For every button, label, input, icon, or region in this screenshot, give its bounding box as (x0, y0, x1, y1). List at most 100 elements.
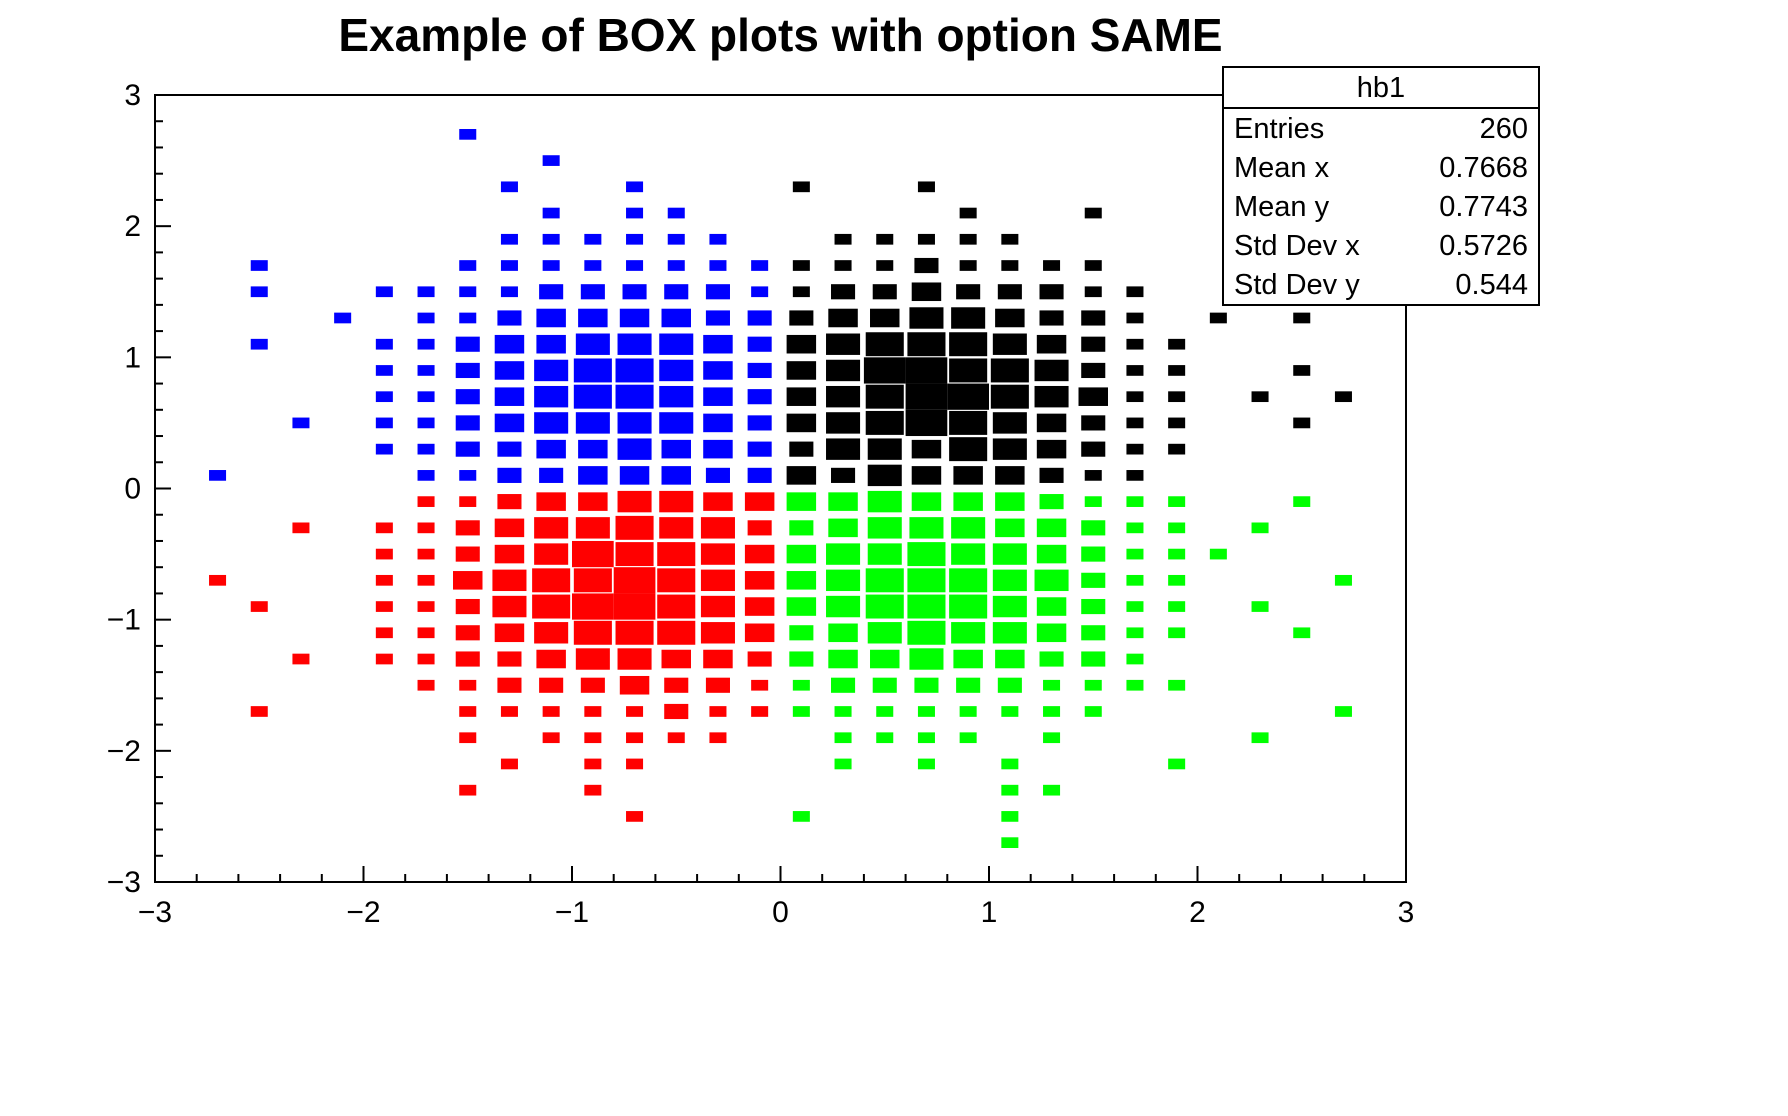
histogram-box (909, 517, 944, 539)
histogram-box (1126, 522, 1144, 534)
histogram-box (615, 542, 654, 567)
histogram-box (792, 811, 810, 822)
histogram-box (622, 284, 647, 300)
histogram-box (1001, 811, 1019, 822)
histogram-box (1168, 391, 1186, 403)
histogram-box (828, 492, 858, 511)
histogram-box (747, 362, 772, 379)
histogram-box (786, 492, 817, 511)
histogram-box (575, 333, 610, 355)
histogram-box (657, 620, 696, 645)
histogram-box (573, 568, 612, 593)
histogram-box (1293, 365, 1311, 376)
histogram-box (909, 648, 944, 670)
histogram-box (536, 492, 566, 511)
histogram-box (459, 679, 477, 691)
histogram-box (417, 679, 435, 691)
histogram-box (1036, 518, 1067, 538)
histogram-box (747, 310, 772, 326)
histogram-box (1168, 443, 1186, 455)
histogram-box (949, 594, 988, 619)
histogram-box (865, 332, 904, 357)
histogram-box (865, 594, 904, 619)
histogram-box (872, 284, 897, 300)
histogram-box (876, 233, 894, 245)
histogram-box (867, 438, 902, 460)
histogram-box (744, 544, 775, 564)
histogram-box (417, 312, 435, 324)
histogram-box (584, 784, 602, 796)
histogram-box (1084, 207, 1102, 219)
histogram-box (292, 522, 310, 534)
histogram-box (1334, 706, 1352, 717)
histogram-box (375, 365, 393, 376)
chart-title: Example of BOX plots with option SAME (338, 9, 1223, 61)
histogram-box (536, 334, 566, 354)
histogram-box (667, 233, 685, 245)
histogram-box (617, 333, 652, 355)
histogram-box (619, 308, 650, 328)
histogram-box (700, 595, 735, 618)
histogram-box (863, 357, 906, 384)
histogram-box (659, 359, 694, 382)
histogram-box (417, 627, 435, 639)
histogram-box (1001, 233, 1019, 245)
histogram-box (459, 784, 477, 796)
histogram-box (459, 128, 477, 140)
histogram-box (828, 308, 858, 328)
histogram-box (703, 439, 733, 459)
histogram-box (786, 387, 817, 406)
histogram-box (792, 286, 810, 298)
histogram-box (789, 441, 814, 457)
y-tick-label: −2 (107, 735, 141, 768)
histogram-box (417, 496, 435, 507)
histogram-box (826, 359, 861, 382)
histogram-box (375, 548, 393, 560)
histogram-box (626, 732, 644, 744)
histogram-box (375, 443, 393, 455)
histogram-box (375, 522, 393, 534)
histogram-box (703, 361, 733, 380)
histogram-box (375, 417, 393, 429)
histogram-box (578, 439, 608, 459)
histogram-box (500, 758, 518, 770)
histogram-box (911, 282, 942, 302)
stats-value: 0.5726 (1439, 230, 1528, 262)
histogram-box (876, 706, 894, 717)
histogram-box (497, 651, 522, 667)
histogram-box (705, 677, 730, 693)
histogram-box (990, 358, 1029, 383)
histogram-box (626, 811, 644, 822)
histogram-box (1081, 362, 1106, 379)
histogram-box (1036, 439, 1067, 459)
histogram-box (1081, 336, 1106, 352)
histogram-box (828, 623, 858, 643)
histogram-box (1293, 417, 1311, 429)
histogram-box (959, 732, 977, 744)
histogram-box (744, 492, 775, 511)
histogram-box (455, 520, 480, 536)
histogram-box (615, 515, 654, 540)
histogram-box (1081, 572, 1106, 588)
stats-row: Mean x 0.7668 (1224, 148, 1538, 187)
histogram-box (826, 412, 861, 434)
histogram-box (580, 677, 605, 693)
histogram-box (573, 620, 612, 645)
histogram-box (907, 594, 946, 619)
histogram-box (911, 439, 942, 459)
histogram-box (1334, 574, 1352, 586)
histogram-box (1081, 310, 1106, 326)
histogram-box (1168, 338, 1186, 350)
histogram-box (1168, 522, 1186, 534)
histogram-box (1334, 391, 1352, 403)
stats-row: Std Dev x 0.5726 (1224, 226, 1538, 265)
histogram-box (617, 412, 652, 434)
histogram-box (494, 361, 525, 380)
x-tick-label: −1 (555, 896, 589, 929)
histogram-box (1036, 623, 1067, 643)
histogram-box (455, 598, 480, 615)
histogram-box (995, 649, 1025, 669)
histogram-box (867, 464, 902, 487)
histogram-box (626, 260, 644, 271)
histogram-box (992, 412, 1027, 434)
